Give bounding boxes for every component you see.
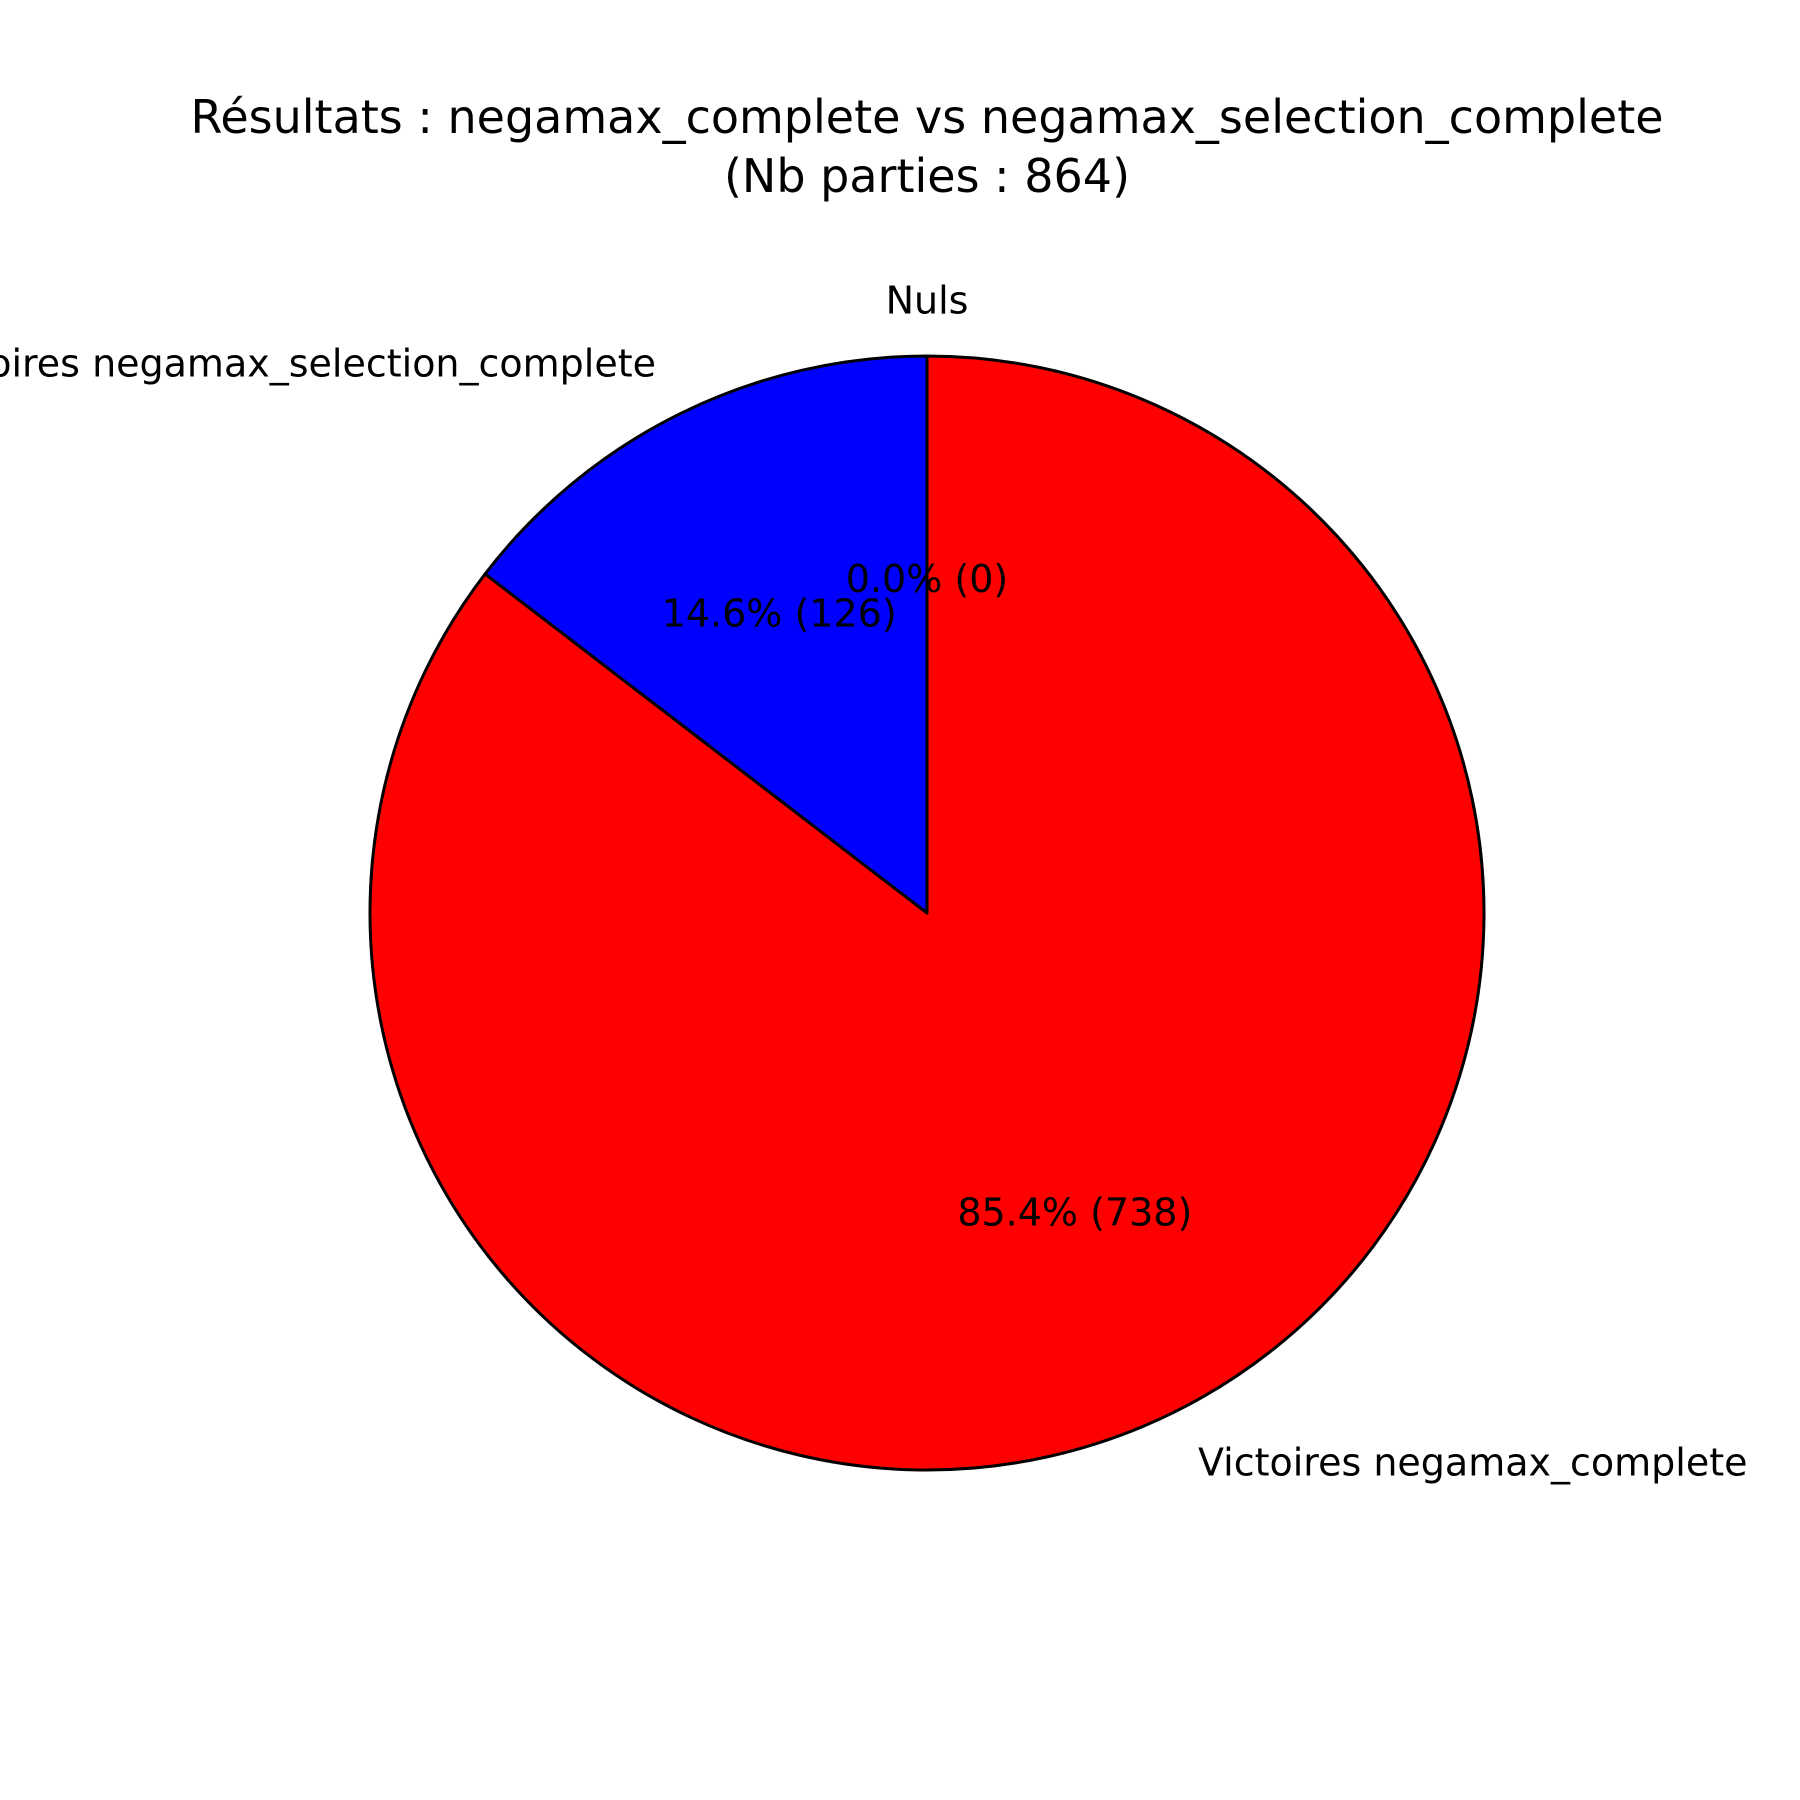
chart-subtitle: (Nb parties : 864) <box>724 149 1130 203</box>
pct-label-nuls: 0.0% (0) <box>846 557 1008 601</box>
slice-label-victoires-negamax-selection-complete: Victoires negamax_selection_complete <box>0 341 656 385</box>
chart-title: Résultats : negamax_complete vs negamax_… <box>190 90 1663 144</box>
pie-slices <box>368 354 1486 1472</box>
slice-label-victoires-negamax-complete: Victoires negamax_complete <box>1198 1441 1748 1485</box>
pie-labels: Victoires negamax_complete 85.4% (738) Vic… <box>0 278 1748 1484</box>
slice-label-nuls: Nuls <box>886 278 969 322</box>
pie-slice-victoires-negamax-selection-complete <box>483 354 929 915</box>
pct-label-victoires-negamax-complete: 85.4% (738) <box>957 1191 1192 1235</box>
pct-label-victoires-negamax-selection-complete: 14.6% (126) <box>662 591 897 635</box>
